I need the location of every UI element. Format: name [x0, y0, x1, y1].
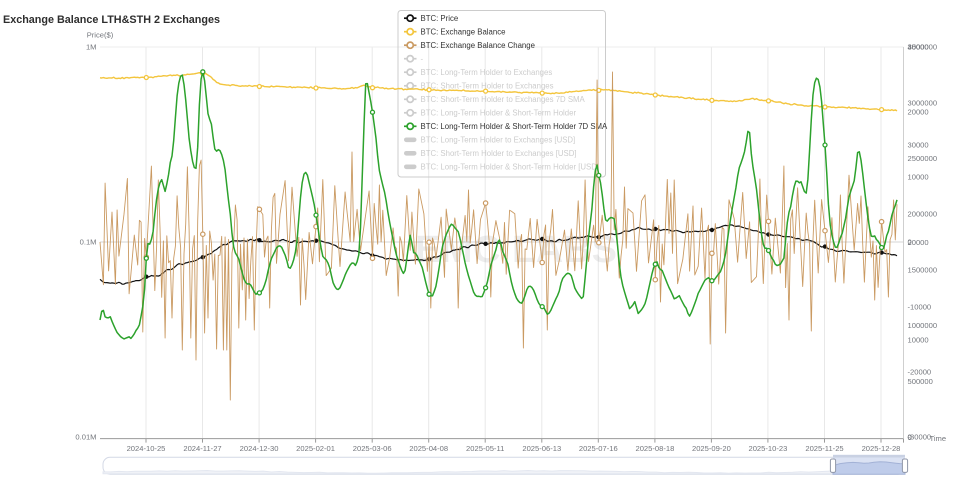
svg-text:500000: 500000	[908, 377, 933, 386]
svg-text:40000: 40000	[908, 43, 929, 52]
svg-text:BTC: Exchange Balance Change: BTC: Exchange Balance Change	[421, 41, 535, 50]
svg-text:10000: 10000	[908, 173, 929, 182]
svg-text:BTC: Short-Term Holder to Exch: BTC: Short-Term Holder to Exchanges 7D S…	[421, 95, 586, 104]
svg-text:3500000: 3500000	[908, 43, 938, 52]
svg-text:1500000: 1500000	[908, 266, 938, 275]
svg-text:2025-07-16: 2025-07-16	[579, 444, 618, 453]
svg-text:2025-02-01: 2025-02-01	[296, 444, 335, 453]
svg-text:3000000: 3000000	[908, 98, 938, 107]
svg-text:2025-05-11: 2025-05-11	[466, 444, 504, 453]
svg-text:1M: 1M	[86, 43, 97, 52]
svg-text:2025-11-25: 2025-11-25	[805, 444, 843, 453]
svg-text:BTC: Long-Term Holder & Short-: BTC: Long-Term Holder & Short-Term Holde…	[421, 122, 609, 131]
svg-text:-10000: -10000	[908, 303, 932, 312]
svg-text:2025-10-23: 2025-10-23	[748, 444, 787, 453]
svg-text:BTC: Long-Term Holder to Excha: BTC: Long-Term Holder to Exchanges	[421, 68, 553, 77]
svg-text:2025-06-13: 2025-06-13	[522, 444, 561, 453]
svg-text:-20000: -20000	[908, 368, 932, 377]
svg-text:-30000: -30000	[908, 433, 932, 442]
svg-text:BTC: Long-Term Holder to Excha: BTC: Long-Term Holder to Exchanges [USD]	[421, 136, 576, 145]
svg-text:2025-08-18: 2025-08-18	[635, 444, 674, 453]
svg-text:2024-10-25: 2024-10-25	[127, 444, 166, 453]
svg-text:20000: 20000	[908, 108, 929, 117]
svg-text:0: 0	[908, 238, 912, 247]
svg-text:2025-04-08: 2025-04-08	[409, 444, 448, 453]
svg-text:1000000: 1000000	[908, 321, 938, 330]
svg-text:0: 0	[908, 433, 912, 442]
svg-text:2025-03-06: 2025-03-06	[353, 444, 392, 453]
svg-text:0.01M: 0.01M	[75, 433, 96, 442]
svg-text:2000000: 2000000	[908, 210, 938, 219]
svg-text:Time: Time	[930, 434, 947, 443]
svg-text:30000: 30000	[908, 43, 929, 52]
svg-text:BTC: Price: BTC: Price	[421, 14, 459, 23]
svg-text:0: 0	[908, 433, 912, 442]
svg-text:-: -	[421, 55, 424, 64]
svg-text:Exchange Balance LTH&STH 2 Exc: Exchange Balance LTH&STH 2 Exchanges	[3, 14, 220, 26]
svg-text:0.1M: 0.1M	[80, 238, 97, 247]
svg-text:BTC: Short-Term Holder to Exch: BTC: Short-Term Holder to Exchanges [USD…	[421, 149, 577, 158]
svg-text:2024-12-30: 2024-12-30	[240, 444, 279, 453]
svg-text:Price($): Price($)	[87, 31, 114, 40]
svg-text:30000: 30000	[908, 141, 929, 150]
svg-text:BTC: Exchange Balance: BTC: Exchange Balance	[421, 28, 506, 37]
svg-text:10000: 10000	[908, 336, 929, 345]
svg-text:2024-11-27: 2024-11-27	[183, 444, 221, 453]
svg-text:BTC: Long-Term Holder & Short-: BTC: Long-Term Holder & Short-Term Holde…	[421, 163, 600, 172]
svg-text:2500000: 2500000	[908, 154, 938, 163]
svg-text:2025-12-28: 2025-12-28	[862, 444, 901, 453]
svg-text:20000: 20000	[908, 238, 929, 247]
svg-text:2025-09-20: 2025-09-20	[692, 444, 731, 453]
svg-text:BTC: Long-Term Holder & Short-: BTC: Long-Term Holder & Short-Term Holde…	[421, 109, 577, 118]
svg-text:BTC: Short-Term Holder to Exch: BTC: Short-Term Holder to Exchanges	[421, 82, 554, 91]
